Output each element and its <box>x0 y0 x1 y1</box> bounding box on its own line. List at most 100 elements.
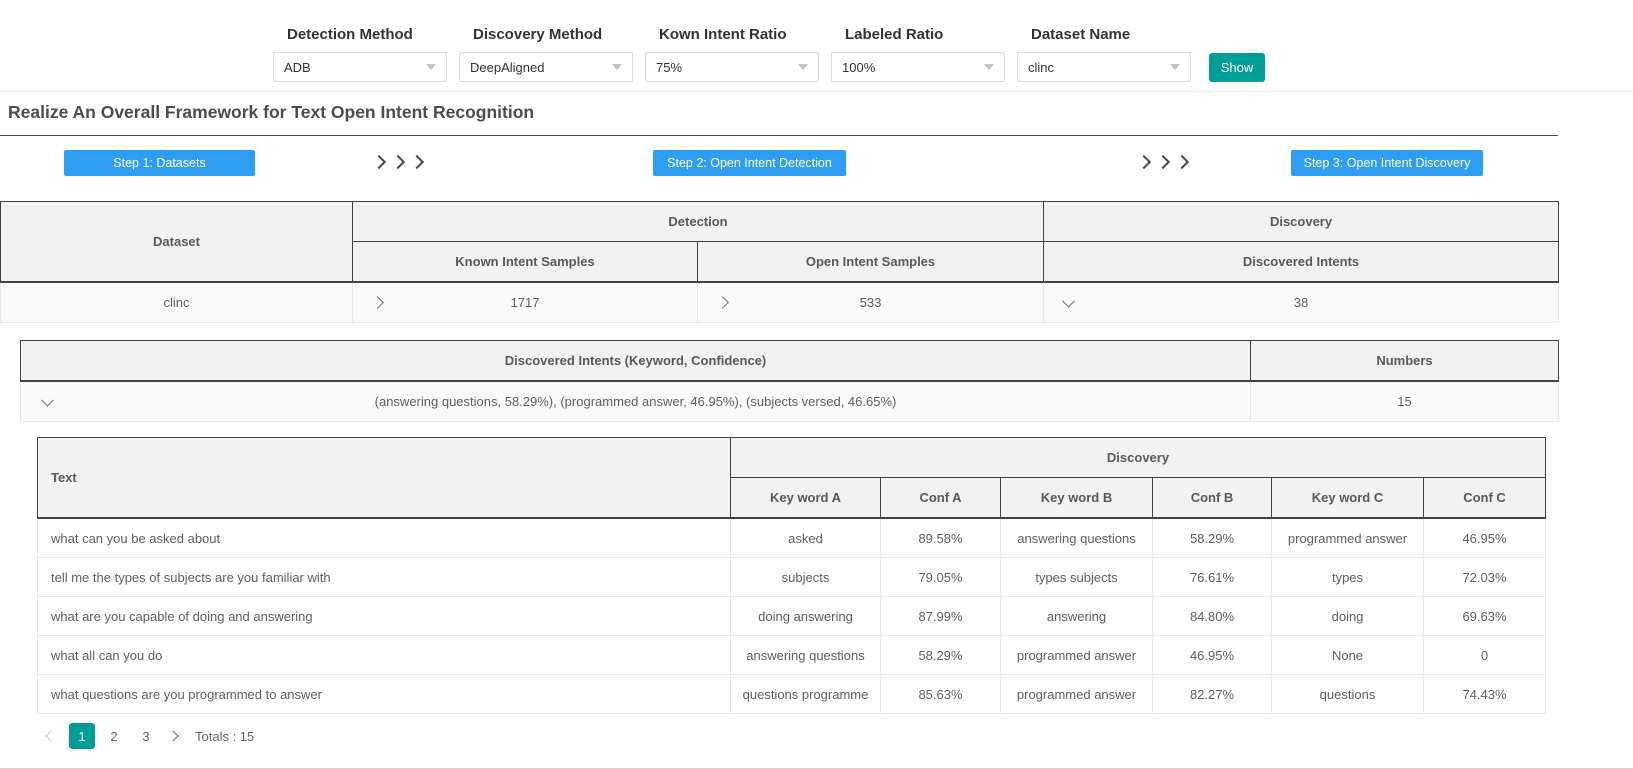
discovery-method-label: Discovery Method <box>473 26 603 43</box>
keyword-c-cell: None <box>1271 635 1424 675</box>
known-intent-samples-value: 1717 <box>510 295 540 310</box>
keyword-c-cell: types <box>1271 557 1424 597</box>
summary-header-open-intent-samples: Open Intent Samples <box>696 241 1045 283</box>
caret-down-icon <box>426 64 436 70</box>
conf-a-cell: 79.05% <box>880 557 1001 597</box>
step-arrow-icons <box>371 154 425 170</box>
chevron-right-icon <box>1174 154 1190 170</box>
summary-header-known-intent-samples: Known Intent Samples <box>352 241 698 283</box>
page-prev-icon[interactable] <box>45 730 57 742</box>
caret-down-icon <box>984 64 994 70</box>
dataset-name-select[interactable]: clinc <box>1017 52 1191 82</box>
filter-detection-method: Detection Method ADB <box>273 26 447 82</box>
detail-header-conf-c: Conf C <box>1423 477 1546 519</box>
page-button-3[interactable]: 3 <box>142 728 150 744</box>
page-button-1[interactable]: 1 <box>69 723 95 749</box>
filter-known-intent-ratio: Kown Intent Ratio 75% <box>645 26 819 82</box>
discovered-intents-table: Discovered Intents (Keyword, Confidence)… <box>20 340 1559 422</box>
detail-header-discovery: Discovery <box>730 437 1546 478</box>
conf-c-cell: 69.63% <box>1423 596 1546 636</box>
table-row: tell me the types of subjects are you fa… <box>37 557 1546 597</box>
summary-header-discovered-intents: Discovered Intents <box>1043 241 1560 283</box>
filter-discovery-method: Discovery Method DeepAligned <box>459 26 633 82</box>
labeled-ratio-label: Labeled Ratio <box>845 26 944 43</box>
detail-header-keyword-c: Key word C <box>1271 477 1424 519</box>
keyword-b-cell: programmed answer <box>1000 674 1153 714</box>
page-button-2[interactable]: 2 <box>110 728 118 744</box>
pagination-totals: Totals : 15 <box>195 728 255 744</box>
caret-down-icon <box>1170 64 1180 70</box>
keyword-c-cell: doing <box>1271 596 1424 636</box>
detection-method-select[interactable]: ADB <box>273 52 447 82</box>
table-row: what questions are you programmed to ans… <box>37 674 1546 714</box>
conf-c-cell: 72.03% <box>1423 557 1546 597</box>
labeled-ratio-value: 100% <box>842 59 876 75</box>
labeled-ratio-select[interactable]: 100% <box>831 52 1005 82</box>
page-next-icon[interactable] <box>167 730 179 742</box>
conf-a-cell: 85.63% <box>880 674 1001 714</box>
intents-keywords-value: (answering questions, 58.29%), (programm… <box>374 394 897 409</box>
step-arrow-icons <box>1136 154 1190 170</box>
chevron-right-icon <box>409 154 425 170</box>
page-title: Realize An Overall Framework for Text Op… <box>8 102 535 122</box>
summary-header-discovery: Discovery <box>1043 201 1560 242</box>
title-section: Realize An Overall Framework for Text Op… <box>0 92 1558 136</box>
known-intent-ratio-value: 75% <box>656 59 683 75</box>
discovery-method-value: DeepAligned <box>470 59 545 75</box>
text-cell: what questions are you programmed to ans… <box>37 674 731 714</box>
step2-open-intent-detection-button[interactable]: Step 2: Open Intent Detection <box>653 150 846 176</box>
conf-b-cell: 82.27% <box>1152 674 1272 714</box>
conf-b-cell: 58.29% <box>1152 517 1272 558</box>
conf-c-cell: 0 <box>1423 635 1546 675</box>
expand-chevron-right-icon[interactable] <box>371 295 384 309</box>
intents-header-keyword-confidence: Discovered Intents (Keyword, Confidence) <box>20 340 1251 382</box>
summary-row: clinc 1717 533 38 <box>0 281 1560 323</box>
keyword-b-cell: types subjects <box>1000 557 1153 597</box>
keyword-a-cell: subjects <box>730 557 881 597</box>
summary-header-detection: Detection <box>351 201 1045 242</box>
detail-header-conf-b: Conf B <box>1152 477 1272 519</box>
conf-a-cell: 89.58% <box>880 517 1001 558</box>
show-button[interactable]: Show <box>1209 53 1265 82</box>
chevron-right-icon <box>1136 154 1152 170</box>
summary-dataset-cell: clinc <box>0 281 353 323</box>
filter-bar: Detection Method ADB Discovery Method De… <box>0 0 1633 92</box>
detail-header-conf-a: Conf A <box>880 477 1001 519</box>
summary-table: Dataset Detection Discovery Known Intent… <box>0 201 1560 323</box>
detail-header-keyword-b: Key word B <box>1000 477 1153 519</box>
keyword-b-cell: programmed answer <box>1000 635 1153 675</box>
table-row: what are you capable of doing and answer… <box>37 596 1546 636</box>
collapse-chevron-down-icon[interactable] <box>1062 294 1075 308</box>
step3-open-intent-discovery-button[interactable]: Step 3: Open Intent Discovery <box>1291 150 1483 176</box>
text-cell: what are you capable of doing and answer… <box>37 596 731 636</box>
intents-numbers-cell: 15 <box>1250 380 1559 422</box>
step1-datasets-button[interactable]: Step 1: Datasets <box>64 150 255 176</box>
intents-keywords-cell: (answering questions, 58.29%), (programm… <box>20 380 1251 422</box>
caret-down-icon <box>612 64 622 70</box>
pagination: 1 2 3 Totals : 15 <box>45 723 1633 749</box>
keyword-c-cell: programmed answer <box>1271 517 1424 558</box>
summary-discovered-cell: 38 <box>1043 281 1560 323</box>
known-intent-ratio-label: Kown Intent Ratio <box>659 26 787 43</box>
summary-open-cell: 533 <box>696 281 1045 323</box>
detail-header-text: Text <box>37 437 731 519</box>
expand-chevron-right-icon[interactable] <box>716 295 729 309</box>
summary-known-cell: 1717 <box>352 281 698 323</box>
known-intent-ratio-select[interactable]: 75% <box>645 52 819 82</box>
intents-header-numbers: Numbers <box>1250 340 1559 382</box>
collapse-chevron-down-icon[interactable] <box>41 393 54 407</box>
caret-down-icon <box>798 64 808 70</box>
conf-c-cell: 74.43% <box>1423 674 1546 714</box>
conf-a-cell: 58.29% <box>880 635 1001 675</box>
dataset-name-value: clinc <box>1028 59 1055 75</box>
discovered-intents-value: 38 <box>1293 295 1309 310</box>
conf-a-cell: 87.99% <box>880 596 1001 636</box>
chevron-right-icon <box>371 154 387 170</box>
steps-bar: Step 1: Datasets Step 2: Open Intent Det… <box>0 136 1558 188</box>
conf-b-cell: 46.95% <box>1152 635 1272 675</box>
keyword-a-cell: doing answering <box>730 596 881 636</box>
conf-b-cell: 84.80% <box>1152 596 1272 636</box>
discovery-method-select[interactable]: DeepAligned <box>459 52 633 82</box>
keyword-b-cell: answering questions <box>1000 517 1153 558</box>
keyword-a-cell: questions programme <box>730 674 881 714</box>
